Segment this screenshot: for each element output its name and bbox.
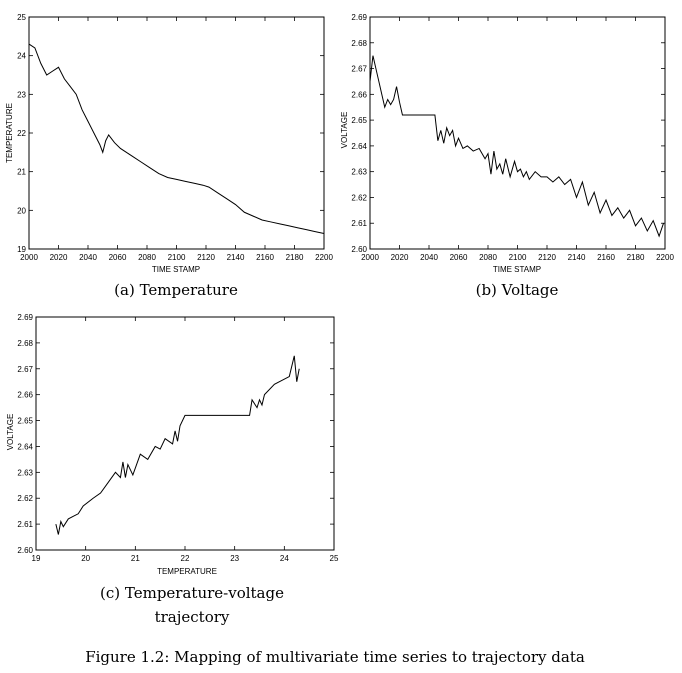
trajectory-xtick-label: 25	[330, 554, 339, 563]
voltage-ytick-label: 2.61	[351, 219, 367, 228]
voltage-xtick-label: 2000	[361, 253, 379, 262]
trajectory-series-line	[55, 355, 300, 535]
voltage-xtick-label: 2060	[450, 253, 468, 262]
temperature-xtick-label: 2000	[20, 253, 38, 262]
voltage-ytick-label: 2.68	[351, 39, 367, 48]
trajectory-xtick-label: 20	[81, 554, 90, 563]
voltage-ytick-label: 2.64	[351, 142, 367, 151]
voltage-ytick-label: 2.69	[351, 13, 367, 22]
voltage-panel: 2000 2020 2040 2060 2080 2100 2120 2140 2160 2180…	[340, 13, 674, 299]
temperature-panel: 2000 2020 2040 2060 2080 2100 2120 2140 2160 2180…	[5, 13, 333, 299]
temperature-ytick-label: 22	[17, 129, 26, 138]
temperature-xtick-label: 2060	[109, 253, 127, 262]
temperature-xtick-label: 2160	[256, 253, 274, 262]
voltage-xtick-label: 2120	[538, 253, 556, 262]
voltage-xtick-label: 2080	[479, 253, 497, 262]
trajectory-xtick-label: 21	[131, 554, 140, 563]
figure-caption: Figure 1.2: Mapping of multivariate time…	[85, 648, 585, 666]
trajectory-ytick-label: 2.65	[17, 417, 33, 426]
trajectory-ytick-label: 2.63	[17, 468, 33, 477]
voltage-ytick-label: 2.60	[351, 245, 367, 254]
voltage-ylabel: VOLTAGE	[340, 112, 349, 149]
temperature-ytick-label: 25	[17, 13, 26, 22]
voltage-xtick-label: 2200	[656, 253, 674, 262]
voltage-ytick-label: 2.63	[351, 168, 367, 177]
trajectory-ytick-label: 2.64	[17, 442, 33, 451]
trajectory-panel: 19 20 21 22 23 24 25 2.60 2.61 2.62 2.63 2.64 2.65 2.…	[6, 313, 339, 626]
temperature-xtick-label: 2080	[138, 253, 156, 262]
trajectory-xtick-label: 22	[181, 554, 190, 563]
temperature-xtick-label: 2120	[197, 253, 215, 262]
trajectory-xtick-label: 23	[230, 554, 239, 563]
voltage-ytick-label: 2.65	[351, 116, 367, 125]
temperature-xtick-label: 2200	[315, 253, 333, 262]
trajectory-caption-line2: trajectory	[155, 608, 230, 626]
voltage-plot-frame	[369, 16, 666, 250]
temperature-series-line	[28, 43, 325, 235]
temperature-xtick-label: 2040	[79, 253, 97, 262]
voltage-ytick-label: 2.66	[351, 90, 367, 99]
trajectory-ylabel: VOLTAGE	[6, 414, 15, 451]
temperature-xtick-label: 2140	[227, 253, 245, 262]
voltage-xlabel: TIME STAMP	[493, 265, 541, 274]
trajectory-xtick-label: 19	[32, 554, 41, 563]
voltage-ytick-label: 2.62	[351, 193, 367, 202]
voltage-xtick-label: 2100	[509, 253, 527, 262]
voltage-series-line	[369, 55, 664, 238]
trajectory-ytick-label: 2.66	[17, 391, 33, 400]
temperature-ylabel: TEMPERATURE	[5, 103, 14, 163]
temperature-ytick-label: 23	[17, 90, 26, 99]
voltage-caption: (b) Voltage	[476, 281, 559, 299]
trajectory-ytick-label: 2.68	[17, 339, 33, 348]
temperature-ytick-label: 21	[17, 168, 26, 177]
trajectory-plot-frame	[35, 316, 335, 551]
temperature-ytick-label: 24	[17, 52, 26, 61]
voltage-ytick-label: 2.67	[351, 65, 367, 74]
voltage-xtick-label: 2180	[627, 253, 645, 262]
trajectory-ytick-label: 2.61	[17, 520, 33, 529]
voltage-xtick-label: 2020	[391, 253, 409, 262]
temperature-ytick-label: 20	[17, 206, 26, 215]
temperature-xlabel: TIME STAMP	[152, 265, 200, 274]
trajectory-ytick-label: 2.62	[17, 494, 33, 503]
trajectory-ytick-label: 2.60	[17, 546, 33, 555]
temperature-xtick-label: 2100	[168, 253, 186, 262]
temperature-ytick-label: 19	[17, 245, 26, 254]
trajectory-ytick-label: 2.67	[17, 365, 33, 374]
temperature-plot-frame	[28, 16, 325, 250]
trajectory-xtick-label: 24	[280, 554, 289, 563]
temperature-xtick-label: 2180	[286, 253, 304, 262]
voltage-xtick-label: 2040	[420, 253, 438, 262]
trajectory-caption-line1: (c) Temperature-voltage	[100, 584, 284, 602]
trajectory-xlabel: TEMPERATURE	[157, 567, 217, 576]
voltage-xtick-label: 2160	[597, 253, 615, 262]
voltage-xtick-label: 2140	[568, 253, 586, 262]
temperature-caption: (a) Temperature	[114, 281, 238, 299]
temperature-xtick-label: 2020	[50, 253, 68, 262]
trajectory-ytick-label: 2.69	[17, 313, 33, 322]
